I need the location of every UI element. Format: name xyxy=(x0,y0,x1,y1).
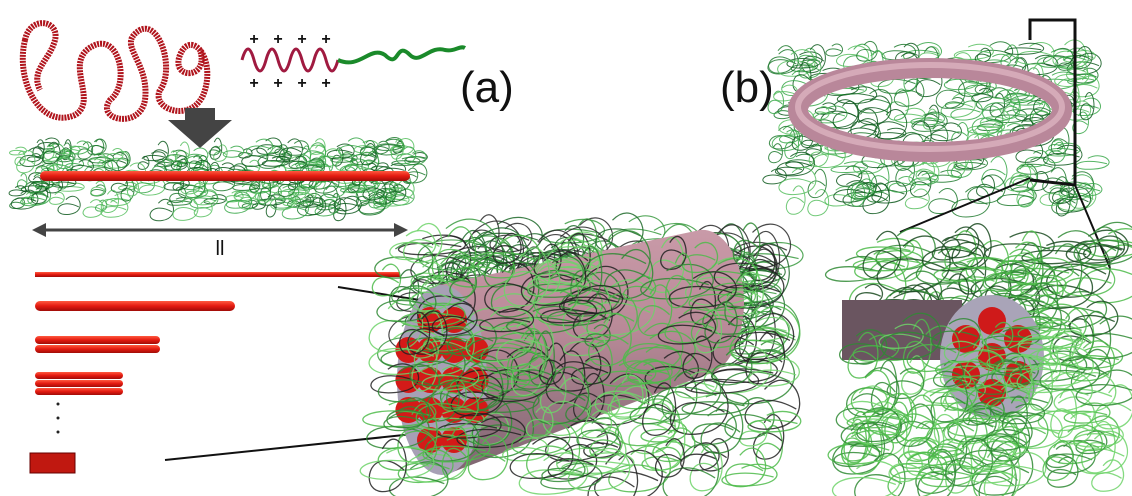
coil-loop xyxy=(242,148,268,166)
panel-label: (a) xyxy=(460,63,514,112)
rod-stack xyxy=(30,453,75,473)
coil-loop xyxy=(91,139,103,154)
coil-loop xyxy=(1043,168,1066,193)
charge-symbol: + xyxy=(273,31,282,48)
coil-loop xyxy=(828,431,893,464)
charge-symbol: + xyxy=(249,31,258,48)
coil-loop xyxy=(101,199,128,217)
rod xyxy=(35,272,400,277)
arrow-head xyxy=(394,223,408,237)
coil-loop xyxy=(1092,460,1124,491)
coil-loop xyxy=(726,448,766,487)
coil-loop xyxy=(877,128,906,138)
coil-loop xyxy=(1017,180,1034,206)
coil-loop xyxy=(826,44,843,56)
ellipsis-dot xyxy=(57,403,60,406)
filament xyxy=(978,307,1006,335)
coil-loop xyxy=(144,152,165,161)
coil-loop xyxy=(150,199,173,220)
coil-loop xyxy=(889,177,915,193)
charge-symbol: + xyxy=(297,75,306,92)
coil-loop xyxy=(50,192,65,204)
charge-symbol: + xyxy=(321,31,330,48)
rod xyxy=(35,388,123,395)
zoom-line xyxy=(900,178,1030,232)
coil-loop xyxy=(786,186,805,214)
charge-symbol: + xyxy=(321,75,330,92)
ellipsis-dot xyxy=(57,431,60,434)
charge-symbol: + xyxy=(297,31,306,48)
coil-loop xyxy=(91,185,106,196)
neutral-tail xyxy=(338,47,465,62)
process-arrow xyxy=(168,108,232,148)
page: {"panel_a": {"label": "(a)", "length_lab… xyxy=(0,0,1132,496)
coil-loop xyxy=(372,264,400,296)
rod xyxy=(35,380,123,387)
rod xyxy=(35,336,160,344)
ellipsis-dot xyxy=(57,417,60,420)
coil-loop xyxy=(808,169,826,197)
coil-loop xyxy=(985,232,1054,261)
rod xyxy=(35,301,235,311)
coil-loop xyxy=(954,44,993,59)
coil-loop xyxy=(690,444,722,490)
coil-loop xyxy=(91,181,105,195)
coiled-chain xyxy=(23,23,208,119)
coil-loop xyxy=(210,138,222,159)
coil-loop xyxy=(934,394,958,445)
coil-loop xyxy=(83,200,103,218)
coil-loop xyxy=(972,441,1033,495)
figure: + + + + + + + + (a) (b) ll xyxy=(0,0,1132,496)
charge-symbol: + xyxy=(273,75,282,92)
coil-loop xyxy=(681,443,719,471)
panel-label: (b) xyxy=(720,63,774,112)
coil-loop xyxy=(929,170,962,182)
rod xyxy=(35,345,160,353)
arrow-head xyxy=(32,223,46,237)
charged-chain xyxy=(242,49,338,71)
coil-loop xyxy=(905,189,929,209)
charge-symbol: + xyxy=(249,75,258,92)
length-label: ll xyxy=(216,238,225,260)
bundle-core xyxy=(40,171,410,181)
coil-loop xyxy=(168,151,178,162)
rod xyxy=(35,372,123,379)
coil-loop xyxy=(833,101,859,129)
